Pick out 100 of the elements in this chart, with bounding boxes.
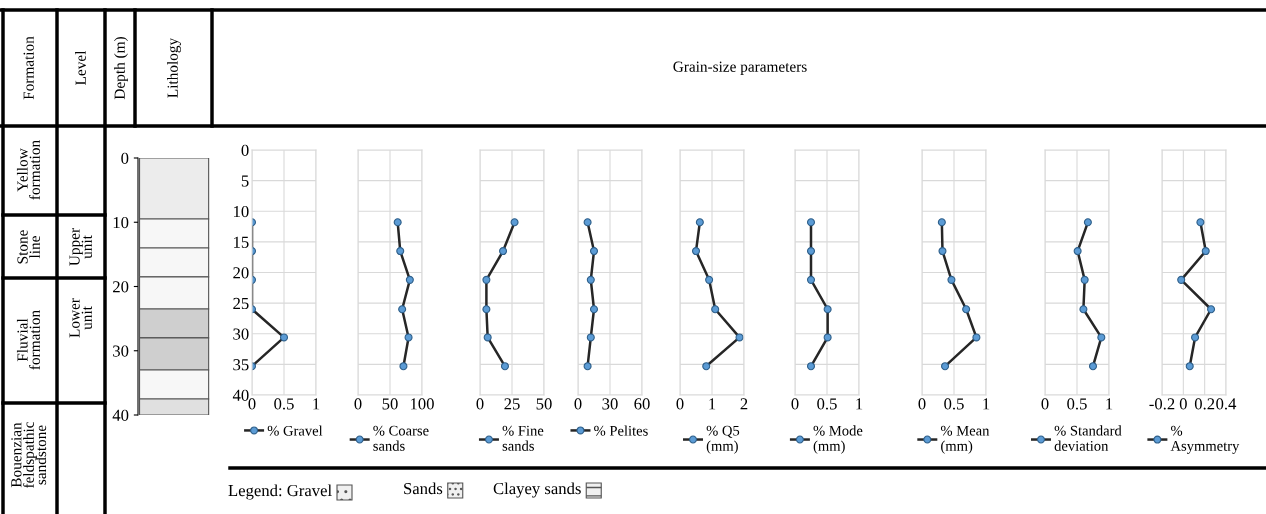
point [1080, 275, 1089, 284]
x-tick-label: 0 [476, 398, 484, 410]
point [705, 275, 714, 284]
text: Lithology [167, 37, 181, 98]
point [482, 305, 491, 314]
x-tick-label: 0.2 [1194, 398, 1215, 410]
point [972, 333, 981, 342]
x-tick-label: 0 [791, 398, 799, 410]
text: Stone line [17, 230, 40, 264]
x-tick-label: 50 [382, 398, 398, 410]
point [941, 362, 950, 371]
point [483, 333, 492, 342]
legend-label: % Fine sands [502, 425, 544, 451]
point [1207, 305, 1216, 314]
point [1079, 305, 1088, 314]
y-tick-label: 0 [241, 144, 249, 156]
point [962, 305, 971, 314]
x-tick-label: 0 [1041, 398, 1049, 410]
y-tick-label: 35 [233, 359, 249, 371]
point [510, 218, 519, 227]
point [482, 275, 491, 284]
point [1191, 333, 1200, 342]
x-tick-label: 1 [709, 398, 716, 410]
point [1097, 333, 1106, 342]
text: Lower unit [69, 298, 92, 338]
text: Fluvial formation [16, 310, 40, 370]
point [405, 275, 414, 284]
legend-label: % Gravel [267, 425, 323, 436]
y-tick-label: 40 [232, 389, 249, 401]
x-tick-label: 0.5 [817, 398, 837, 410]
legend-label: % Standard deviation [1054, 425, 1122, 451]
y-tick-label: 15 [234, 236, 249, 248]
legend-label: % Q5 (mm) [706, 425, 740, 454]
point [691, 247, 701, 256]
point [1201, 247, 1210, 256]
x-tick-label: 0 [354, 398, 362, 410]
text: Sands [404, 482, 443, 495]
legend-label: % Asymmetry [1170, 425, 1240, 454]
text: Grain-size parameters [673, 61, 807, 75]
y-tick-label: 0 [121, 152, 129, 164]
point [735, 333, 744, 342]
x-tick-label: 1 [313, 398, 320, 410]
x-tick-label: 60 [634, 398, 650, 410]
y-tick-label: 40 [112, 409, 129, 421]
x-tick-label: 2 [740, 398, 748, 410]
legend-label: % Mode (mm) [813, 425, 863, 454]
point [499, 247, 508, 256]
y-tick-label: 10 [234, 205, 249, 218]
y-tick-label: 30 [233, 328, 249, 340]
x-tick-label: 50 [536, 398, 552, 410]
x-tick-label: 0 [918, 398, 926, 410]
x-tick-label: 0 [1179, 398, 1187, 410]
x-tick-label: 100 [410, 398, 434, 410]
point [1185, 362, 1194, 371]
point [702, 362, 711, 371]
point [1073, 247, 1082, 256]
x-tick-label: 0.5 [944, 398, 964, 410]
y-tick-label: 10 [113, 216, 129, 229]
text: Depth (m) [114, 37, 128, 100]
x-tick-label: 30 [602, 398, 618, 410]
x-tick-label: 0.4 [1216, 398, 1237, 410]
point [393, 218, 402, 227]
point [398, 305, 407, 314]
text: Bouenzian feldspathic sandstone [11, 421, 47, 489]
x-tick-label: 0 [574, 398, 582, 410]
text: Clayey sands [493, 482, 581, 498]
text: Legend: Gravel [228, 484, 332, 500]
text: Formation [23, 36, 34, 100]
point [947, 275, 956, 284]
x-tick-label: -0.2 [1149, 398, 1175, 410]
text: Upper unit [69, 228, 92, 266]
x-tick-label: 1 [856, 398, 863, 410]
x-tick-label: 0.5 [274, 398, 294, 410]
x-tick-label: 0.5 [1067, 398, 1087, 410]
point [399, 362, 408, 371]
y-tick-label: 5 [241, 175, 249, 187]
point [396, 247, 405, 256]
y-tick-label: 20 [233, 267, 249, 279]
point [937, 218, 946, 227]
point [938, 247, 947, 256]
x-tick-label: 1 [1106, 398, 1113, 410]
y-tick-label: 20 [113, 281, 129, 293]
y-tick-label: 25 [233, 297, 249, 310]
point [711, 305, 720, 314]
text: Yellow formation [16, 140, 40, 200]
x-tick-label: 0 [676, 398, 684, 410]
point [1196, 218, 1205, 227]
x-tick-label: 25 [504, 398, 520, 410]
point [1088, 362, 1098, 371]
point [404, 333, 413, 342]
point [1083, 218, 1092, 227]
text: Level [75, 50, 86, 85]
y-tick-label: 30 [113, 345, 129, 357]
legend-label: % Pelites [594, 425, 648, 436]
legend-label: % Coarse sands [373, 425, 429, 451]
x-tick-label: 1 [983, 398, 990, 410]
legend-label: % Mean (mm) [940, 425, 990, 454]
point [695, 218, 704, 227]
point [1177, 275, 1186, 284]
point [500, 362, 509, 371]
